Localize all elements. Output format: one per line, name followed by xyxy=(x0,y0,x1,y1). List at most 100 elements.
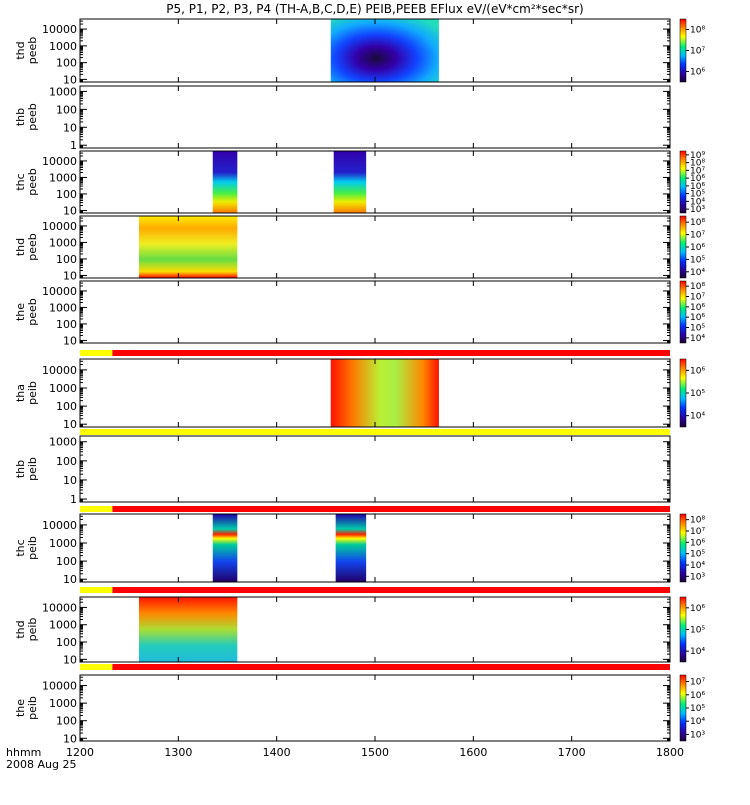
panel-label-probe: thb xyxy=(14,460,27,478)
colorbar-tick-label: 10⁶ xyxy=(690,313,705,323)
colorbar xyxy=(679,513,687,583)
y-tick-label: 10 xyxy=(63,653,77,666)
panel-label-product: peib xyxy=(26,536,39,560)
spectrogram-block xyxy=(139,216,238,278)
colorbar-tick-label: 10⁷ xyxy=(690,293,705,303)
colorbar xyxy=(679,18,687,83)
panel-label: thepeib xyxy=(14,696,39,720)
y-tick-label: 1000 xyxy=(49,171,77,184)
colorbar xyxy=(679,596,687,663)
spectrogram-block xyxy=(330,19,439,82)
y-tick-label: 10000 xyxy=(42,364,77,377)
colorbar-tick-label: 10⁸ xyxy=(690,218,705,228)
colorbar-tick-label: 10⁷ xyxy=(690,47,705,57)
panel-label-probe: thd xyxy=(14,41,27,59)
panel-frame xyxy=(79,85,671,149)
colorbar-tick-label: 10⁴ xyxy=(690,412,705,422)
panel-frame xyxy=(79,674,671,742)
colorbar-tick-label: 10³ xyxy=(690,572,705,582)
colorbar-tick-label: 10⁴ xyxy=(690,561,705,571)
panel-label-product: peib xyxy=(26,696,39,720)
x-tick-label: 1200 xyxy=(66,746,94,759)
colorbar-tick-label: 10³ xyxy=(690,730,705,740)
panel-label: thdpeeb xyxy=(14,37,39,65)
x-tick-label: 1500 xyxy=(361,746,389,759)
y-tick-label: 1000 xyxy=(49,537,77,550)
colorbar-tick-label: 10⁷ xyxy=(690,166,705,176)
status-bar-segment xyxy=(112,506,670,512)
colorbar-tick-label: 10⁷ xyxy=(690,678,705,688)
colorbar-tick-label: 10³ xyxy=(690,205,705,215)
panel-label-probe: the xyxy=(14,699,27,717)
colorbar-tick-label: 10⁵ xyxy=(690,550,705,560)
panel-label-probe: tha xyxy=(14,384,27,402)
y-tick-label: 10 xyxy=(63,732,77,745)
x-tick-label: 1300 xyxy=(164,746,192,759)
colorbar-tick-label: 10⁸ xyxy=(690,159,705,169)
colorbar-tick-label: 10⁶ xyxy=(690,366,705,376)
panel-label: thdpeeb xyxy=(14,233,39,261)
panels-layer: 10100100010000thdpeeb10⁶10⁷10⁸1101001000… xyxy=(14,18,705,745)
panel-thc-peeb: 10100100010000thcpeeb10³10⁴10⁵10⁶10⁶10⁷1… xyxy=(14,150,705,217)
panel-label: thdpeib xyxy=(14,618,39,642)
y-tick-label: 100 xyxy=(56,636,77,649)
status-bar-segment xyxy=(112,587,670,593)
y-tick-label: 10000 xyxy=(42,155,77,168)
colorbar-tick-label: 10⁶ xyxy=(690,303,705,313)
panel-label-product: peib xyxy=(26,381,39,405)
x-tick-label: 1600 xyxy=(459,746,487,759)
panel-label: thapeib xyxy=(14,381,39,405)
spectrogram-block xyxy=(212,151,238,213)
y-tick-label: 100 xyxy=(56,400,77,413)
colorbar-tick-label: 10⁸ xyxy=(690,516,705,526)
y-tick-label: 10 xyxy=(63,73,77,86)
panel-label: thepeeb xyxy=(14,298,39,326)
panel-label-product: peeb xyxy=(26,37,39,65)
panel-label-product: peib xyxy=(26,618,39,642)
colorbar-tick-label: 10⁵ xyxy=(690,324,705,334)
panel-thb-peib: 1 10 100 1000 thbpeib xyxy=(14,435,671,506)
panel-label-probe: the xyxy=(14,303,27,321)
y-tick-label: 100 xyxy=(56,715,77,728)
status-bar-segment xyxy=(80,506,113,512)
y-tick-label: 10000 xyxy=(42,680,77,693)
status-bar-segment xyxy=(112,664,670,670)
colorbar-tick-label: 10⁷ xyxy=(690,231,705,241)
status-bar-segment xyxy=(112,350,670,356)
colorbar-tick-label: 10⁸ xyxy=(690,282,705,292)
status-bar-segment xyxy=(80,350,113,356)
status-bar-segment xyxy=(80,664,113,670)
colorbar xyxy=(679,150,687,214)
y-tick-label: 10 xyxy=(63,474,77,487)
colorbar-tick-label: 10⁵ xyxy=(690,704,705,714)
colorbar-tick-label: 10⁶ xyxy=(690,182,705,192)
panel-label-probe: thc xyxy=(14,173,27,190)
y-tick-label: 10 xyxy=(63,204,77,217)
y-tick-label: 100 xyxy=(56,455,77,468)
y-tick-label: 1000 xyxy=(49,301,77,314)
spectrogram-block xyxy=(330,359,439,427)
spectrogram-block xyxy=(212,514,238,582)
panel-label-probe: thd xyxy=(14,238,27,256)
colorbar-tick-label: 10⁶ xyxy=(690,538,705,548)
colorbar xyxy=(679,280,687,344)
y-tick-label: 10 xyxy=(63,418,77,431)
y-tick-label: 1000 xyxy=(49,382,77,395)
panel-label-product: peeb xyxy=(26,233,39,261)
panel-label-probe: thc xyxy=(14,539,27,556)
colorbar-tick-label: 10⁶ xyxy=(690,68,705,78)
y-tick-label: 100 xyxy=(56,318,77,331)
spectrogram-block xyxy=(335,514,367,582)
y-tick-label: 10000 xyxy=(42,23,77,36)
panel-label-probe: thb xyxy=(14,108,27,126)
colorbar xyxy=(679,358,687,428)
colorbar-tick-label: 10⁴ xyxy=(690,717,705,727)
colorbar-tick-label: 10⁶ xyxy=(690,174,705,184)
panel-frame xyxy=(79,280,671,344)
